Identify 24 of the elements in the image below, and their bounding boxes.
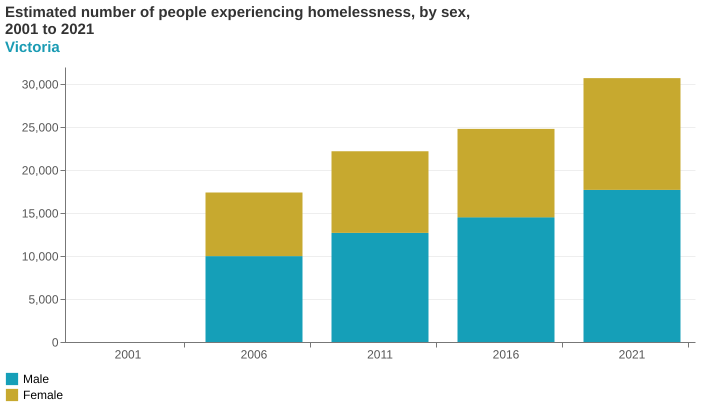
legend-label: Male <box>23 372 50 386</box>
x-tick-label: 2011 <box>367 348 394 362</box>
x-tick-label: 2001 <box>114 348 142 362</box>
bar <box>206 192 302 256</box>
bar <box>206 256 302 342</box>
x-tick-label: 2021 <box>618 348 646 362</box>
y-tick-label: 30,000 <box>22 78 59 92</box>
x-tick-label: 2016 <box>492 348 520 362</box>
chart-title: Estimated number of people experiencing homelessness, by sex, 2001 to 2021 <box>5 4 470 38</box>
y-tick-label: 10,000 <box>22 250 59 264</box>
x-tick-label: 2006 <box>240 348 268 362</box>
bar <box>332 232 428 342</box>
bar <box>584 78 680 190</box>
bar <box>458 128 554 218</box>
bar <box>584 190 680 342</box>
legend-label: Female <box>23 388 64 402</box>
chart-subtitle: Victoria <box>5 39 60 56</box>
y-tick-label: 0 <box>52 336 59 350</box>
bar <box>458 217 554 342</box>
y-tick-label: 25,000 <box>22 120 59 135</box>
y-tick-label: 20,000 <box>22 164 59 178</box>
y-tick-label: 15,000 <box>22 206 59 221</box>
bar <box>332 151 428 233</box>
y-tick-label: 5,000 <box>28 292 59 307</box>
